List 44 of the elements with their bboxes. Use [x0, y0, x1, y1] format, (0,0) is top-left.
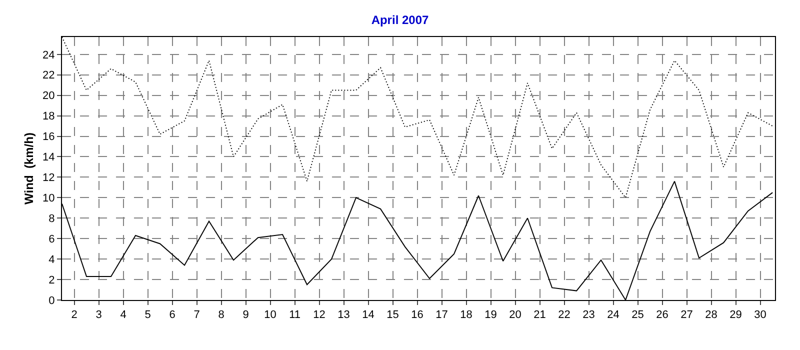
y-tick-label: 22 — [42, 70, 55, 82]
x-tick-label: 28 — [705, 309, 718, 322]
y-axis-title: Wind (km/h) — [22, 132, 36, 204]
y-tick-label: 12 — [42, 172, 55, 184]
x-tick-label: 24 — [607, 309, 620, 322]
y-tick-label: 0 — [48, 294, 55, 307]
y-tick-label: 8 — [48, 212, 55, 225]
x-tick-label: 12 — [313, 309, 326, 322]
x-tick-label: 11 — [289, 309, 300, 322]
x-tick-label: 9 — [242, 309, 249, 322]
x-tick-label: 3 — [96, 309, 102, 322]
x-tick-label: 22 — [558, 309, 570, 322]
x-tick-label: 19 — [484, 309, 497, 322]
y-tick-label: 10 — [42, 192, 55, 205]
x-tick-label: 4 — [120, 309, 126, 322]
x-tick-label: 27 — [680, 309, 693, 322]
y-tick-label: 6 — [48, 233, 55, 246]
x-tick-label: 10 — [264, 309, 276, 322]
x-tick-label: 17 — [436, 309, 448, 322]
x-tick-label: 2 — [71, 309, 78, 322]
x-tick-label: 5 — [144, 309, 151, 322]
x-tick-label: 30 — [754, 309, 766, 322]
y-tick-label: 2 — [48, 274, 55, 286]
x-tick-label: 20 — [509, 309, 522, 322]
y-tick-label: 20 — [42, 90, 55, 102]
y-tick-label: 24 — [42, 49, 55, 62]
x-tick-label: 14 — [362, 309, 374, 322]
y-tick-label: 18 — [42, 110, 55, 123]
x-tick-label: 23 — [582, 309, 595, 322]
y-tick-label: 4 — [48, 254, 55, 266]
x-tick-label: 7 — [194, 309, 200, 322]
x-tick-label: 29 — [730, 309, 742, 322]
x-tick-label: 8 — [218, 309, 224, 322]
x-tick-label: 6 — [169, 309, 176, 322]
chart-title: April 2007 — [371, 13, 429, 28]
x-tick-label: 16 — [411, 309, 424, 322]
x-tick-label: 21 — [534, 309, 546, 322]
x-tick-label: 15 — [386, 309, 399, 322]
x-tick-label: 13 — [338, 309, 350, 322]
x-tick-label: 26 — [656, 309, 668, 322]
x-tick-label: 18 — [460, 309, 472, 322]
x-tick-label: 25 — [632, 309, 644, 322]
y-tick-label: 14 — [42, 152, 55, 164]
y-tick-label: 16 — [42, 131, 55, 144]
